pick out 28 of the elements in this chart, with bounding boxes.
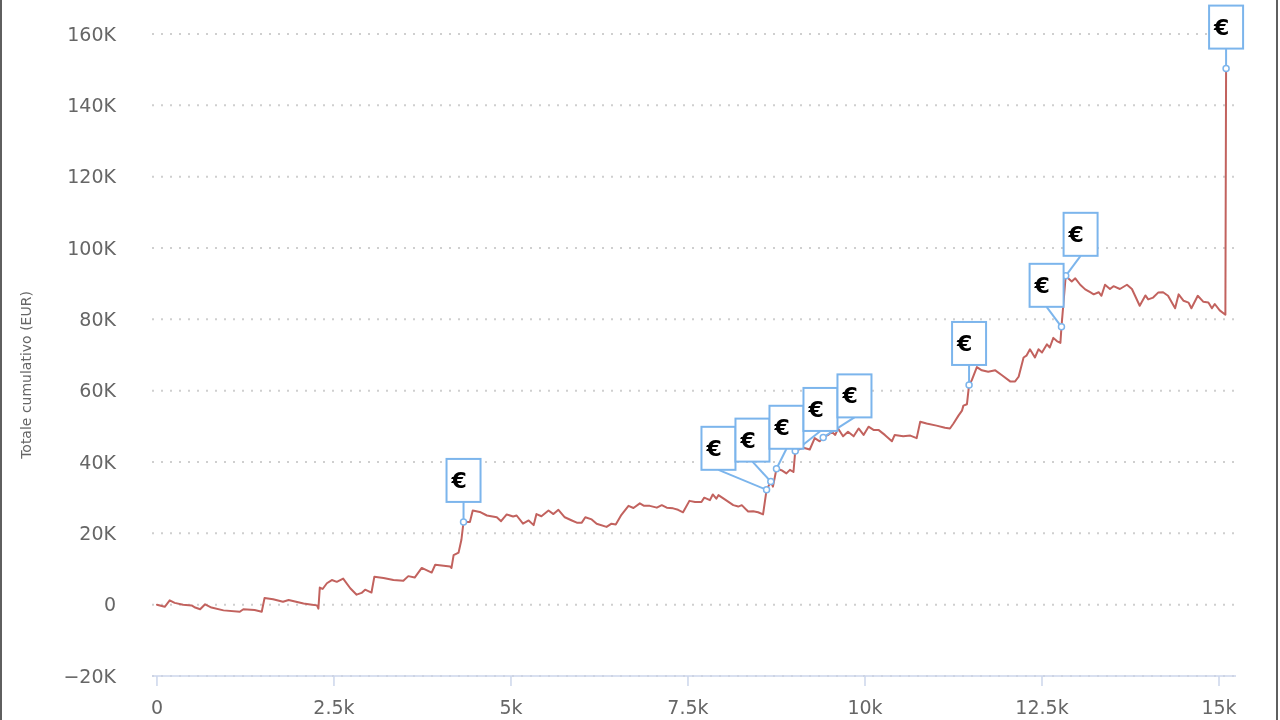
y-tick-label: 20K <box>79 521 117 544</box>
annotation: € <box>956 330 973 356</box>
y-tick-label: 100K <box>67 236 117 259</box>
annotation: € <box>450 467 467 493</box>
annotation: € <box>1213 14 1230 40</box>
x-tick-label: 7.5k <box>667 696 709 718</box>
y-tick-label: 120K <box>67 165 117 188</box>
annotation: € <box>841 383 858 409</box>
x-tick-label: 10k <box>847 696 883 718</box>
annotation: € <box>807 396 824 422</box>
x-tick-label: 0 <box>150 696 163 718</box>
annotation: € <box>1067 221 1084 247</box>
x-tick-label: 12.5k <box>1015 696 1069 718</box>
annotation: € <box>773 414 790 440</box>
y-tick-label: 0 <box>103 593 116 616</box>
x-tick-label: 2.5k <box>313 696 355 718</box>
annotation: € <box>739 427 756 453</box>
y-tick-label: 160K <box>67 22 117 45</box>
y-tick-label: 60K <box>79 379 117 402</box>
y-tick-label: −20K <box>63 664 117 687</box>
y-axis-title: Totale cumulativo (EUR) <box>18 291 34 460</box>
y-tick-label: 40K <box>79 450 117 473</box>
x-tick-label: 15k <box>1201 696 1237 718</box>
y-tick-label: 80K <box>79 307 117 330</box>
x-tick-label: 5k <box>499 696 523 718</box>
y-tick-label: 140K <box>67 93 117 116</box>
annotation: € <box>1033 272 1050 298</box>
annotation: € <box>705 435 722 461</box>
